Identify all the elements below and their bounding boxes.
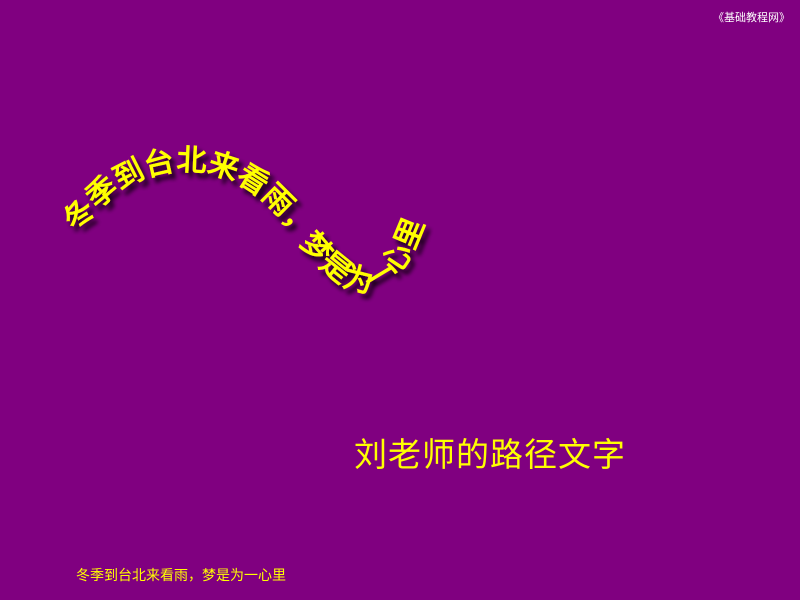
curved-text-path: 冬季到台北来看雨，梦是为一心里 (57, 143, 433, 301)
caption-text: 冬季到台北来看雨，梦是为一心里 (76, 568, 286, 584)
watermark-text: 《基础教程网》 (713, 11, 790, 24)
page-title: 刘老师的路径文字 (354, 435, 626, 474)
curved-text-line: 冬季到台北来看雨，梦是为一心里 (57, 143, 433, 301)
